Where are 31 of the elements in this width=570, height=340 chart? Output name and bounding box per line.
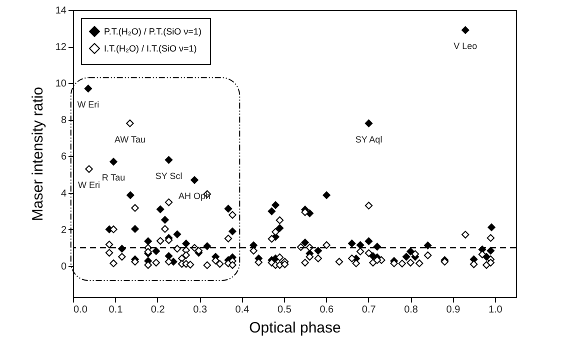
y-tick-label: 2 — [60, 224, 67, 236]
x-tick-label: 0.8 — [404, 304, 418, 316]
x-tick-label: 0.0 — [74, 304, 88, 316]
y-axis-title: Maser intensity ratio — [29, 86, 46, 222]
annotation: R Tau — [102, 172, 126, 183]
x-tick-label: 0.6 — [320, 304, 334, 316]
x-tick-label: 1.0 — [488, 304, 503, 316]
y-tick-label: 4 — [60, 188, 67, 200]
y-tick-label: 10 — [55, 78, 67, 90]
y-tick-label: 8 — [60, 115, 67, 126]
x-tick-label: 0.3 — [193, 304, 208, 316]
y-tick-label: 14 — [55, 6, 67, 16]
x-tick-label: 0.4 — [235, 304, 250, 316]
annotation: AW Tau — [114, 134, 146, 144]
annotation: SY Aql — [355, 134, 382, 144]
annotation: W Eri — [78, 180, 100, 190]
annotation: W Eri — [77, 100, 100, 110]
x-tick-label: 0.7 — [362, 304, 376, 316]
x-tick-label: 0.9 — [446, 304, 461, 316]
legend-label: P.T.(H₂O) / P.T.(SiO ν=1) — [104, 26, 202, 36]
x-tick-label: 0.5 — [278, 304, 292, 316]
annotation: V Leo — [454, 41, 478, 52]
y-tick-label: 0 — [60, 261, 67, 272]
legend-label: I.T.(H₂O) / I.T.(SiO ν=1) — [104, 44, 197, 54]
x-axis-title: Optical phase — [249, 320, 341, 336]
annotation: AH Oph — [178, 191, 211, 202]
y-tick-label: 12 — [55, 42, 67, 54]
x-tick-label: 0.1 — [108, 304, 124, 316]
x-tick-label: 0.2 — [150, 304, 166, 316]
y-tick-label: 6 — [60, 152, 67, 163]
annotation: SY Scl — [155, 170, 182, 181]
